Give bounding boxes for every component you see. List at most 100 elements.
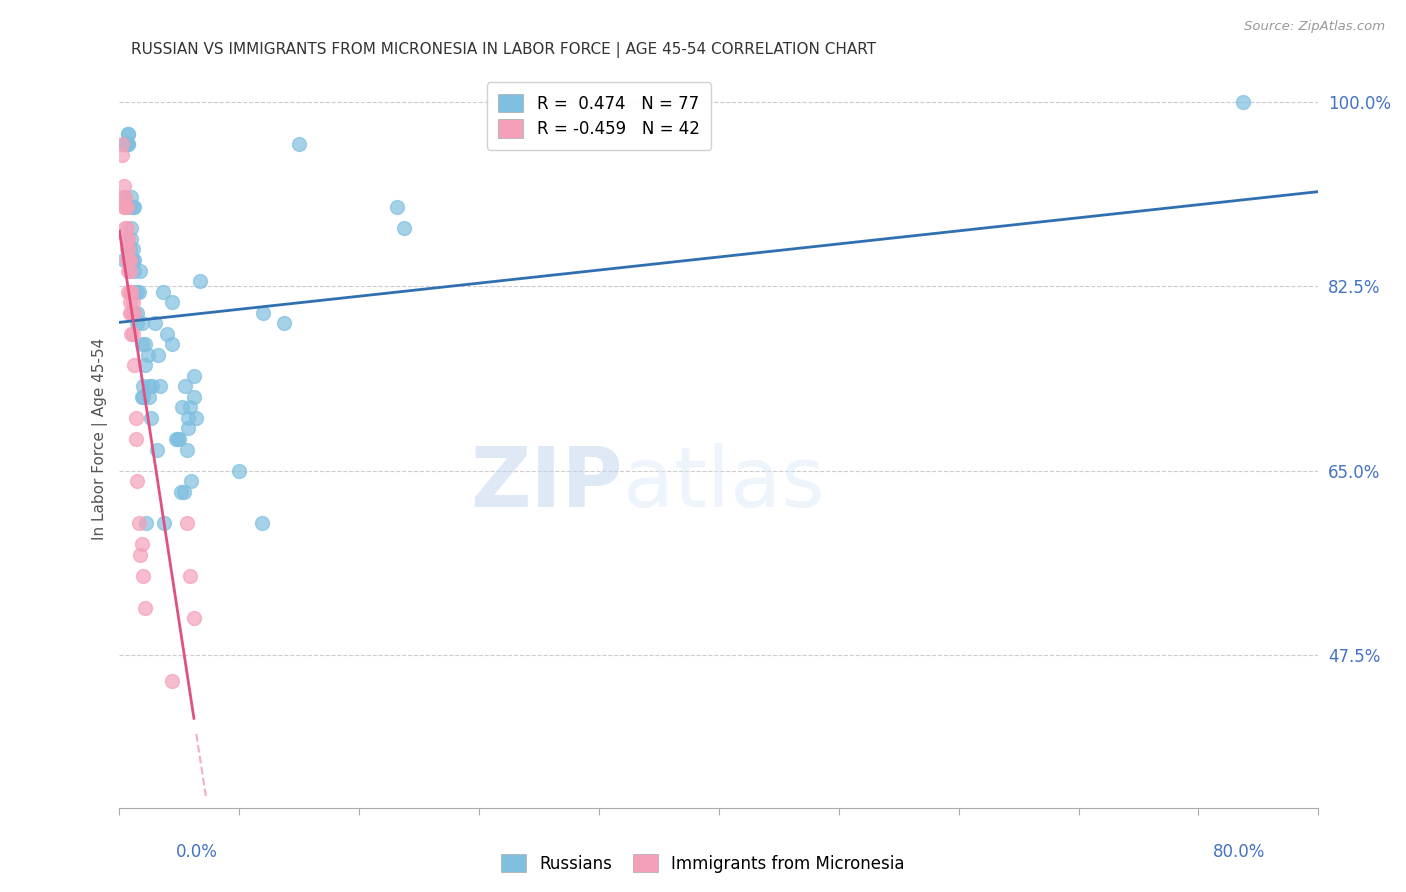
Point — [115, 221, 138, 235]
Legend: R =  0.474   N = 77, R = -0.459   N = 42: R = 0.474 N = 77, R = -0.459 N = 42 — [486, 82, 711, 150]
Point — [114, 137, 136, 152]
Point — [125, 411, 148, 425]
Y-axis label: In Labor Force | Age 45-54: In Labor Force | Age 45-54 — [93, 338, 108, 541]
Text: Source: ZipAtlas.com: Source: ZipAtlas.com — [1244, 20, 1385, 33]
Point — [160, 295, 183, 310]
Point — [114, 137, 136, 152]
Point — [122, 252, 145, 267]
Point — [172, 401, 194, 415]
Point — [117, 232, 139, 246]
Point — [156, 326, 179, 341]
Point — [183, 390, 205, 404]
Point — [173, 484, 195, 499]
Point — [132, 390, 155, 404]
Point — [122, 326, 145, 341]
Point — [117, 137, 139, 152]
Point — [117, 285, 139, 299]
Point — [120, 285, 142, 299]
Point — [124, 359, 146, 373]
Point — [134, 600, 156, 615]
Point — [112, 190, 135, 204]
Point — [125, 432, 148, 446]
Text: 80.0%: 80.0% — [1213, 843, 1265, 861]
Point — [167, 432, 190, 446]
Point — [131, 337, 153, 351]
Point — [250, 516, 273, 531]
Point — [120, 232, 142, 246]
Point — [183, 611, 205, 625]
Point — [183, 368, 205, 383]
Point — [122, 200, 145, 214]
Point — [131, 390, 153, 404]
Point — [124, 305, 146, 319]
Text: atlas: atlas — [623, 442, 825, 524]
Point — [120, 221, 142, 235]
Point — [1232, 95, 1254, 109]
Point — [184, 411, 207, 425]
Point — [176, 442, 198, 457]
Point — [165, 432, 187, 446]
Point — [118, 252, 141, 267]
Point — [115, 243, 138, 257]
Point — [128, 516, 150, 531]
Point — [120, 190, 142, 204]
Point — [135, 516, 157, 531]
Point — [120, 305, 142, 319]
Point — [190, 274, 212, 288]
Point — [160, 337, 183, 351]
Point — [115, 137, 138, 152]
Point — [118, 243, 141, 257]
Point — [131, 537, 153, 551]
Point — [127, 474, 149, 488]
Point — [112, 190, 135, 204]
Point — [117, 263, 139, 277]
Point — [114, 200, 136, 214]
Point — [115, 200, 138, 214]
Point — [177, 411, 200, 425]
Point — [112, 200, 135, 214]
Point — [124, 252, 146, 267]
Point — [128, 285, 150, 299]
Point — [115, 137, 138, 152]
Point — [117, 137, 139, 152]
Point — [153, 516, 176, 531]
Point — [120, 252, 142, 267]
Text: RUSSIAN VS IMMIGRANTS FROM MICRONESIA IN LABOR FORCE | AGE 45-54 CORRELATION CHA: RUSSIAN VS IMMIGRANTS FROM MICRONESIA IN… — [131, 42, 876, 58]
Point — [122, 295, 145, 310]
Point — [127, 305, 149, 319]
Text: 0.0%: 0.0% — [176, 843, 218, 861]
Point — [179, 401, 201, 415]
Point — [124, 285, 146, 299]
Point — [129, 548, 152, 562]
Point — [129, 263, 152, 277]
Point — [179, 569, 201, 583]
Point — [115, 232, 138, 246]
Point — [288, 137, 311, 152]
Point — [228, 464, 250, 478]
Point — [127, 316, 149, 330]
Point — [273, 316, 295, 330]
Point — [118, 200, 141, 214]
Point — [114, 190, 136, 204]
Point — [118, 263, 141, 277]
Point — [115, 252, 138, 267]
Point — [114, 221, 136, 235]
Point — [120, 326, 142, 341]
Point — [117, 127, 139, 141]
Point — [170, 484, 193, 499]
Point — [174, 379, 197, 393]
Point — [118, 252, 141, 267]
Point — [118, 285, 141, 299]
Point — [252, 305, 274, 319]
Point — [139, 411, 162, 425]
Point — [124, 200, 146, 214]
Point — [117, 252, 139, 267]
Point — [115, 137, 138, 152]
Point — [134, 359, 156, 373]
Point — [148, 348, 170, 362]
Point — [141, 379, 163, 393]
Point — [138, 390, 160, 404]
Point — [118, 295, 141, 310]
Point — [169, 432, 191, 446]
Point — [149, 379, 172, 393]
